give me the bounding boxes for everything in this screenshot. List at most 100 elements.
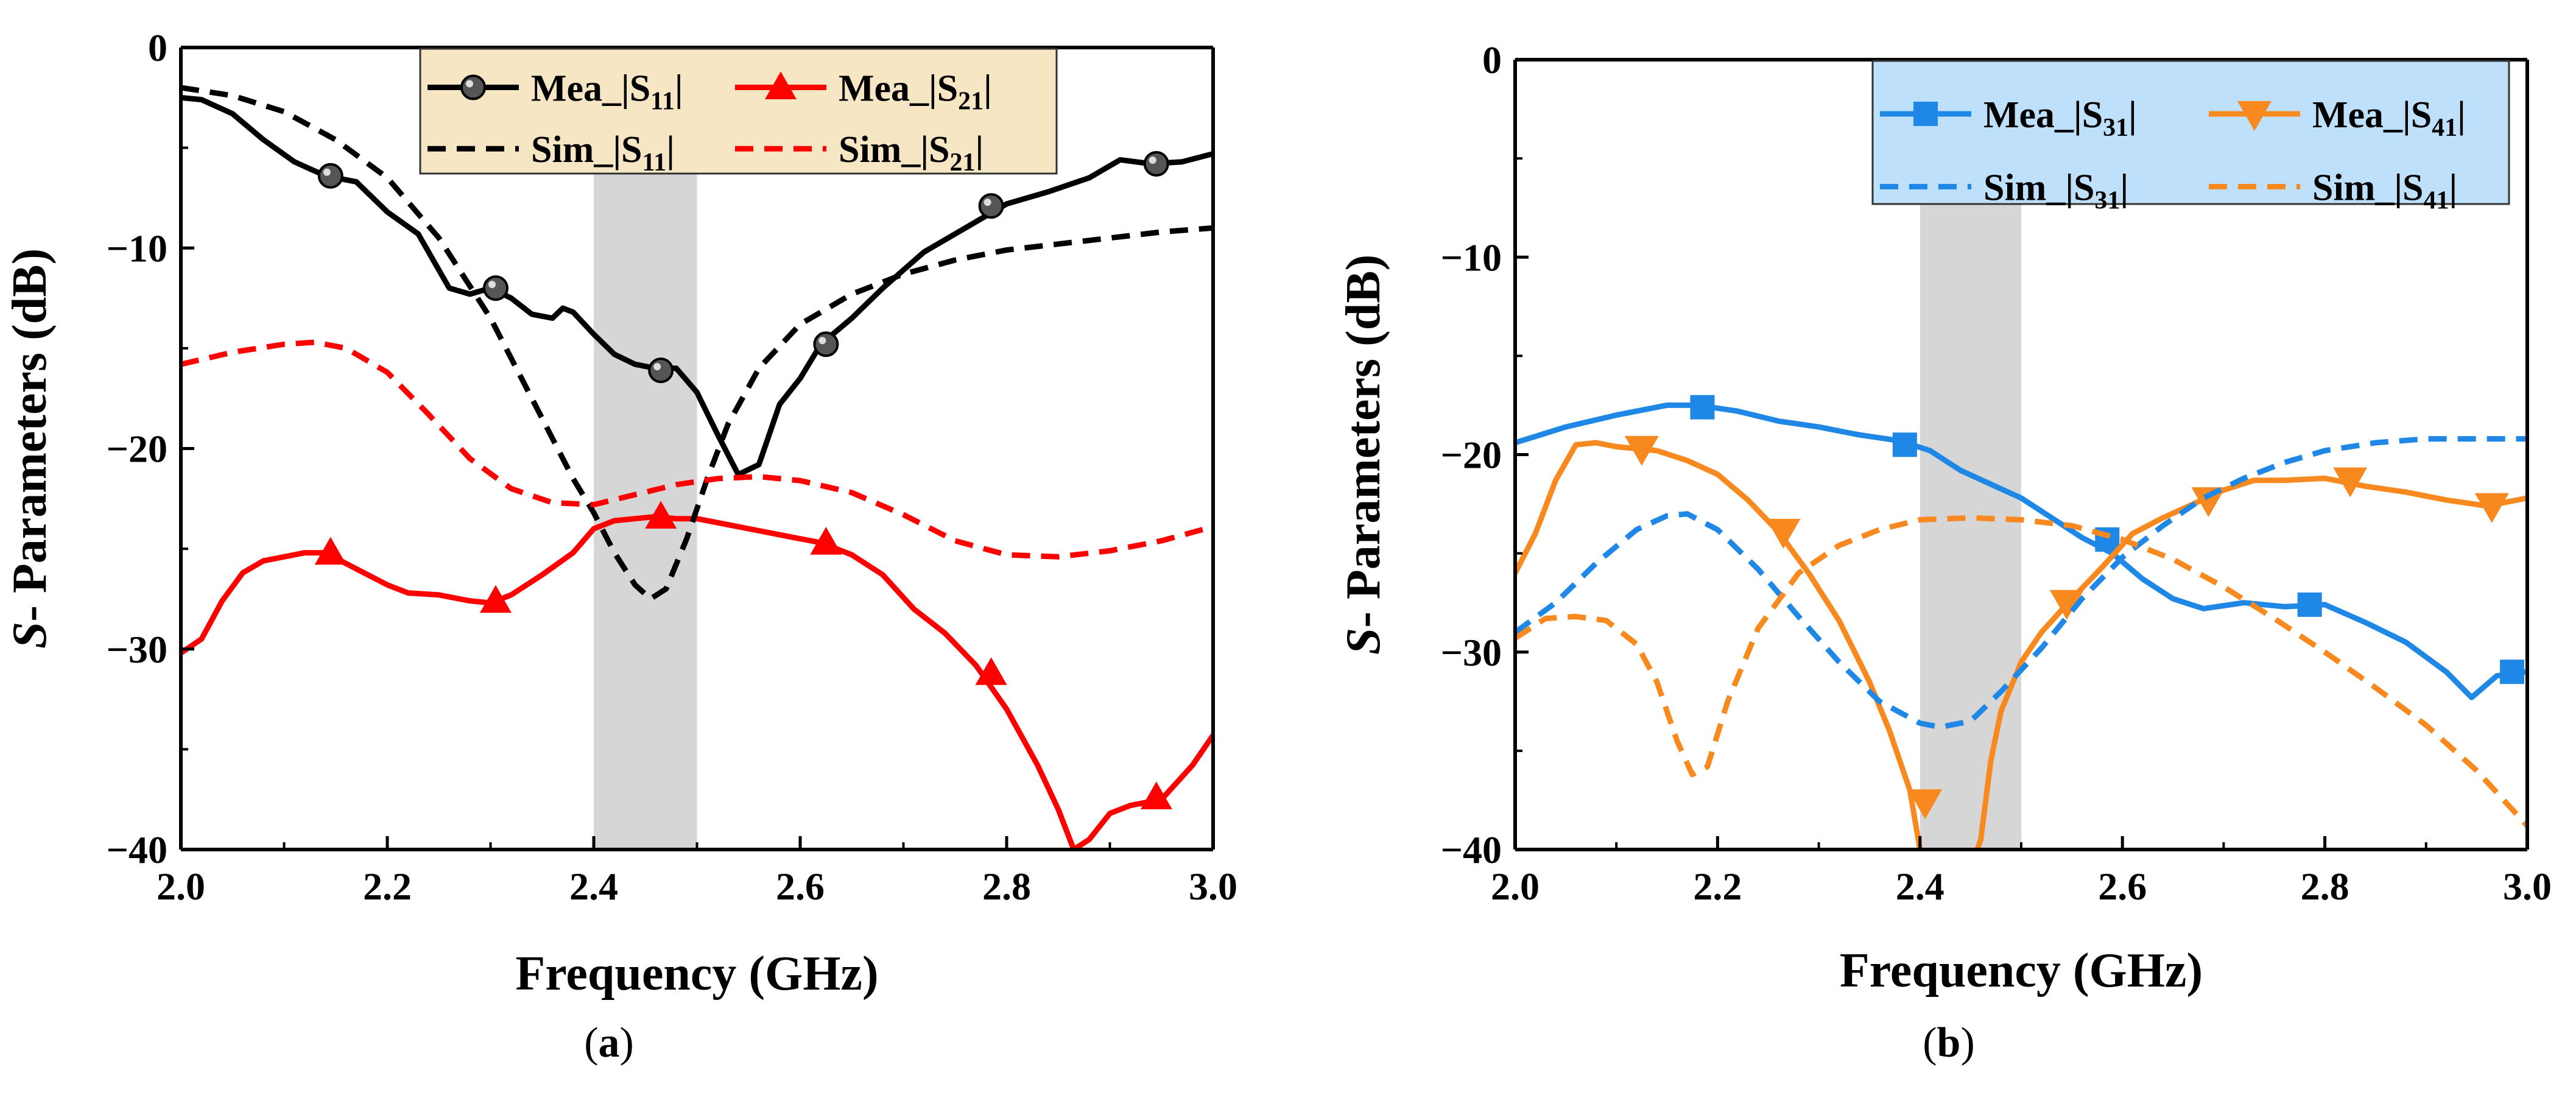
legend-entry-prefix: Mea_|S [2312, 94, 2432, 136]
data-point-triangle-down [1624, 435, 1659, 466]
data-point-circle [482, 275, 509, 301]
legend-entry-prefix: Sim_|S [1983, 167, 2095, 209]
series-line-sim-s21 [181, 339, 1213, 560]
chart-panel-a: 2.0 2.2 2.4 2.6 2.8 3.0 0 −10 −20 −30 −40 Frequency… [3, 26, 1237, 1066]
legend-entry: Sim_|S31| [1983, 167, 2128, 215]
legend-entry: Sim_|S21| [839, 129, 984, 177]
legend-entry-suffix: | [984, 68, 992, 110]
legend-entry-subscript: 41 [2432, 114, 2457, 142]
legend-entry-subscript: 21 [958, 88, 984, 116]
panel-caption: (a) [584, 1019, 634, 1066]
data-point-square [1892, 432, 1917, 457]
data-point-triangle [975, 657, 1007, 685]
x-tick-label: 2.4 [1896, 865, 1944, 908]
caption-close: ) [620, 1019, 634, 1066]
data-point-square [1690, 395, 1715, 420]
legend-entry-suffix: | [2120, 167, 2129, 209]
y-tick-label: −30 [107, 628, 167, 671]
x-tick-label: 2.8 [2301, 865, 2349, 908]
y-tick-label: −20 [1441, 434, 1502, 477]
data-point-triangle [810, 527, 842, 555]
caption-open: ( [584, 1019, 598, 1066]
y-tick-label: −10 [107, 227, 167, 270]
data-point-triangle [1140, 781, 1172, 809]
legend-entry: Mea_|S11| [531, 68, 683, 116]
x-tick-label: 2.0 [157, 865, 205, 908]
shaded-band [594, 48, 697, 850]
legend-entry: Mea_|S41| [2312, 94, 2466, 142]
x-tick-label: 2.2 [363, 865, 412, 908]
y-tick-label: −10 [1441, 236, 1502, 279]
caption-letter: b [1937, 1019, 1961, 1066]
legend-entry: Sim_|S41| [2312, 167, 2457, 215]
legend-marker-triangle [765, 71, 797, 100]
x-axis-label: Frequency (GHz) [1840, 944, 2203, 998]
legend-entry-suffix: | [666, 129, 675, 171]
data-point-square [2500, 660, 2525, 684]
legend-entry: Mea_|S31| [1983, 94, 2137, 142]
caption-open: ( [1923, 1019, 1937, 1066]
legend-marker-square [1913, 101, 1938, 126]
y-axis-label-rest: - Parameters (dB) [1337, 255, 1390, 628]
legend-entry-subscript: 41 [2424, 187, 2449, 215]
legend-entry-prefix: Mea_|S [531, 68, 650, 110]
x-tick-label: 2.2 [1693, 865, 1742, 908]
y-axis-label: S- Parameters (dB) [3, 248, 57, 649]
caption-letter: a [599, 1019, 620, 1066]
legend: Mea_|S31| Mea_|S41|Sim_|S31| Sim_|S41| [1871, 60, 2510, 215]
legend-entry-suffix: | [2449, 167, 2458, 209]
legend-entry-subscript: 11 [650, 88, 675, 116]
data-point-triangle [645, 501, 677, 529]
x-tick-label: 2.6 [2098, 865, 2147, 908]
data-point-highlight [323, 168, 331, 176]
data-point-triangle [314, 537, 347, 565]
legend-entry-subscript: 11 [642, 149, 667, 177]
data-point-highlight [984, 199, 991, 206]
data-point-triangle-down [2474, 493, 2509, 523]
caption-close: ) [1960, 1019, 1974, 1066]
x-tick-label: 3.0 [2503, 865, 2552, 908]
legend-entry-suffix: | [2128, 94, 2137, 136]
legend-entry-prefix: Sim_|S [839, 129, 950, 171]
data-point-square [2297, 592, 2322, 617]
x-axis-label: Frequency (GHz) [515, 947, 878, 1001]
legend-entry-prefix: Mea_|S [839, 68, 958, 110]
x-tick-label: 2.8 [982, 865, 1031, 908]
legend-entry-subscript: 31 [2095, 187, 2120, 215]
legend-entry-suffix: | [675, 68, 683, 110]
chart-panel-b: 2.0 2.2 2.4 2.6 2.8 3.0 0 −10 −20 −30 −40 Frequency… [1337, 38, 2552, 1066]
y-tick-label: −30 [1441, 631, 1502, 674]
legend-marker-highlight [466, 80, 473, 88]
plot-area [1515, 395, 2527, 850]
y-tick-label: −40 [107, 828, 167, 871]
legend-entry-prefix: Sim_|S [531, 129, 642, 171]
x-tick-label: 3.0 [1189, 865, 1237, 908]
data-point-highlight [818, 337, 826, 345]
series-line-mea-s41 [1515, 440, 2527, 850]
legend-box [419, 48, 1058, 175]
legend-entry-prefix: Mea_|S [1983, 94, 2103, 136]
y-tick-label: −40 [1441, 828, 1502, 871]
y-axis-label-rest: - Parameters (dB) [3, 248, 57, 622]
legend-entry-prefix: Sim_|S [2312, 167, 2424, 209]
x-tick-label: 2.4 [569, 865, 618, 908]
series-line-sim-s41 [1515, 515, 2527, 828]
y-axis-label-italic: S [1337, 628, 1390, 655]
data-point-triangle-down [2049, 589, 2084, 620]
data-point-triangle-down [1908, 789, 1943, 820]
legend-entry-suffix: | [976, 129, 984, 171]
legend-entry: Sim_|S11| [531, 129, 675, 177]
y-tick-label: −20 [107, 428, 167, 471]
data-point-triangle [479, 585, 512, 613]
y-axis-label-italic: S [3, 622, 57, 649]
data-point-highlight [1149, 156, 1156, 164]
y-tick-label: 0 [148, 26, 167, 69]
legend-entry-subscript: 21 [950, 149, 976, 177]
data-point-highlight [653, 363, 661, 371]
x-tick-label: 2.6 [776, 865, 825, 908]
legend-marker-circle [460, 74, 486, 100]
data-point-triangle-down [1766, 518, 1801, 549]
data-point-triangle-down [2333, 467, 2368, 498]
legend-box [1871, 60, 2510, 205]
